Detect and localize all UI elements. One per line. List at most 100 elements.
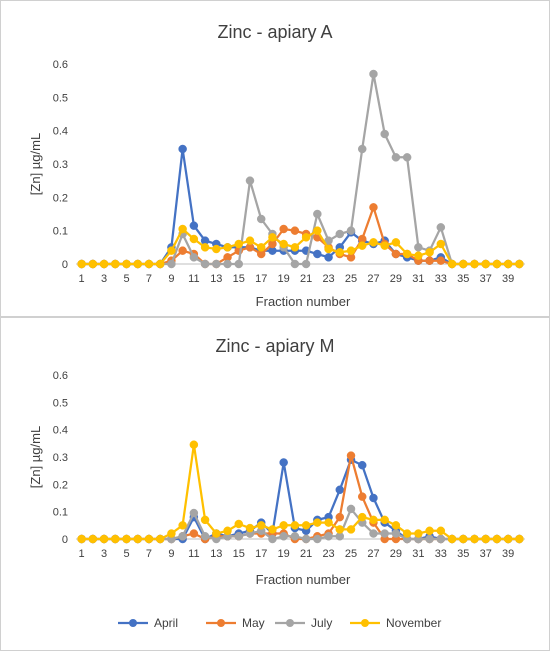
y-tick-label: 0.2 [53, 479, 68, 491]
data-point-july [313, 534, 322, 544]
x-tick-label: 39 [502, 548, 514, 560]
data-point-november [503, 259, 513, 269]
data-point-november [402, 529, 412, 538]
data-point-november [178, 224, 187, 234]
x-tick-label: 9 [168, 273, 174, 285]
data-point-november [459, 534, 468, 544]
chart-panel-apiary-a: Zinc - apiary A [Zn] µg/mL Fraction numb… [28, 22, 525, 309]
data-point-november [492, 259, 502, 269]
data-point-april [313, 249, 322, 259]
data-point-may [436, 256, 446, 265]
data-point-july [223, 259, 232, 269]
data-point-november [425, 526, 434, 536]
data-point-november [212, 244, 221, 254]
data-point-november [313, 518, 322, 527]
x-tick-label: 35 [457, 548, 469, 560]
legend-swatch-marker [129, 619, 137, 627]
data-point-july [391, 529, 401, 538]
legend-swatch-marker [361, 619, 369, 627]
data-point-november [436, 239, 446, 249]
data-point-november [77, 534, 86, 544]
data-point-november [447, 534, 457, 544]
panel-border-bottom [0, 317, 550, 651]
data-point-july [436, 534, 446, 544]
data-point-november [144, 259, 154, 269]
data-point-november [111, 259, 120, 269]
panel-border-top [0, 0, 550, 317]
data-point-november [167, 529, 176, 538]
data-point-november [380, 515, 389, 525]
data-point-july [189, 508, 199, 518]
data-point-november [369, 238, 378, 247]
x-tick-label: 7 [146, 273, 152, 285]
x-tick-label: 29 [390, 548, 402, 560]
data-point-april [279, 458, 288, 467]
x-axis-title: Fraction number [256, 294, 351, 309]
x-tick-label: 27 [367, 548, 379, 560]
data-point-november [223, 243, 232, 252]
data-point-november [447, 259, 457, 269]
x-tick-label: 25 [345, 273, 357, 285]
data-point-november [425, 248, 434, 257]
data-point-november [324, 244, 333, 254]
x-tick-label: 31 [412, 548, 424, 560]
data-point-july [256, 214, 266, 224]
x-tick-label: 11 [188, 273, 199, 285]
data-point-november [223, 526, 232, 536]
x-tick-label: 7 [146, 548, 152, 560]
data-point-november [301, 233, 311, 242]
data-point-april [357, 460, 367, 470]
data-point-april [324, 253, 333, 262]
data-point-november [189, 234, 199, 244]
data-point-november [234, 239, 244, 249]
x-tick-label: 3 [101, 548, 107, 560]
data-point-november [470, 534, 479, 544]
data-point-july [369, 529, 378, 538]
data-point-july [369, 69, 378, 79]
data-point-april [369, 493, 378, 503]
x-tick-label: 21 [300, 548, 312, 560]
data-point-november [256, 243, 266, 252]
data-point-july [279, 532, 288, 541]
x-tick-label: 31 [412, 273, 424, 285]
data-point-july [380, 129, 389, 139]
x-tick-label: 35 [457, 273, 469, 285]
data-point-april [189, 221, 199, 230]
data-point-november [414, 251, 423, 260]
data-point-november [436, 526, 446, 536]
x-tick-label: 21 [300, 273, 312, 285]
data-point-november [245, 236, 255, 245]
data-point-november [503, 534, 513, 544]
data-point-may [189, 529, 199, 538]
data-point-november [391, 238, 401, 247]
series-line-april [81, 458, 520, 541]
x-axis-title: Fraction number [256, 572, 351, 587]
data-point-november [301, 521, 311, 530]
y-axis-title: [Zn] µg/mL [28, 426, 43, 488]
y-tick-label: 0.4 [53, 425, 68, 437]
data-point-may [369, 203, 378, 212]
data-point-november [200, 515, 210, 525]
data-point-november [122, 534, 131, 544]
data-point-november [380, 241, 389, 250]
data-point-november [77, 259, 86, 269]
data-point-november [492, 534, 502, 544]
x-tick-label: 15 [233, 273, 245, 285]
y-tick-label: 0.3 [53, 159, 68, 171]
data-point-may [391, 249, 401, 259]
data-point-november [155, 259, 165, 269]
x-tick-label: 9 [168, 548, 174, 560]
data-point-november [290, 521, 300, 530]
data-point-november [515, 259, 524, 269]
x-tick-label: 1 [79, 548, 85, 560]
data-point-july [380, 529, 389, 538]
data-point-november [200, 243, 210, 252]
data-point-may [346, 451, 356, 460]
data-point-november [481, 534, 490, 544]
series-line-july [81, 507, 520, 541]
data-point-november [122, 259, 131, 269]
data-point-july [425, 534, 434, 544]
x-tick-label: 19 [278, 273, 290, 285]
data-point-november [155, 534, 165, 544]
x-tick-label: 5 [123, 548, 129, 560]
